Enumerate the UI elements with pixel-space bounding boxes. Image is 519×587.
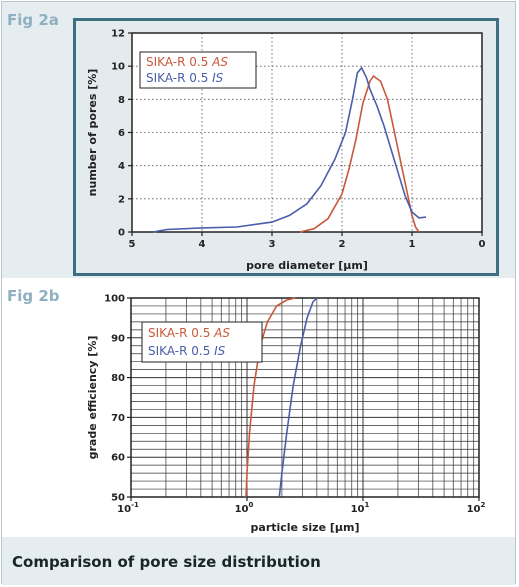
caption: Comparison of pore size distribution: [12, 553, 321, 571]
legend-as-a: SIKA-R 0.5 AS: [146, 55, 228, 69]
series-is-line-a: [152, 66, 427, 233]
y-tick-label-a: 6: [118, 128, 125, 139]
caption-band: [2, 537, 515, 585]
legend-is-b: SIKA-R 0.5 IS: [148, 344, 226, 358]
x-tick-label-b: 100: [235, 501, 254, 515]
y-tick-label-a: 2: [118, 194, 125, 205]
y-tick-label-b: 100: [104, 294, 125, 305]
y-tick-label-b: 60: [111, 453, 125, 464]
fig-a-label: Fig 2a: [7, 11, 59, 29]
legend-box-b: [141, 321, 263, 363]
legend-is-a: SIKA-R 0.5 IS: [146, 71, 224, 85]
y-tick-label-a: 12: [111, 29, 125, 40]
x-tick-label-a: 5: [129, 239, 136, 250]
y-tick-label-b: 90: [111, 333, 125, 344]
x-tick-label-b: 102: [467, 501, 486, 515]
series-as-line-a: [299, 74, 420, 233]
y-tick-label-b: 50: [111, 493, 125, 504]
legend-box-a: [139, 51, 257, 89]
x-tick-label-a: 0: [479, 239, 486, 250]
fig-b-label: Fig 2b: [7, 287, 60, 305]
x-tick-label-b: 10-1: [117, 501, 139, 515]
x-tick-label-a: 4: [199, 239, 206, 250]
x-tick-label-a: 1: [409, 239, 416, 250]
x-tick-label-b: 101: [351, 501, 370, 515]
series-is-line-b: [278, 297, 318, 498]
y-axis-label-a: number of pores [%]: [86, 69, 99, 197]
y-tick-label-a: 4: [118, 161, 125, 172]
y-tick-label-b: 80: [111, 373, 125, 384]
legend-as-b: SIKA-R 0.5 AS: [148, 326, 230, 340]
y-tick-label-b: 70: [111, 413, 125, 424]
plot-border-b: [130, 297, 480, 498]
y-tick-label-a: 8: [118, 95, 125, 106]
y-axis-label-b: grade efficiency [%]: [86, 336, 99, 460]
x-tick-label-a: 3: [269, 239, 276, 250]
x-axis-label-b: particle size [µm]: [251, 521, 360, 534]
x-tick-label-a: 2: [339, 239, 346, 250]
x-axis-label-a: pore diameter [µm]: [246, 259, 368, 272]
y-tick-label-a: 0: [118, 228, 125, 239]
y-tick-label-a: 10: [111, 62, 125, 73]
